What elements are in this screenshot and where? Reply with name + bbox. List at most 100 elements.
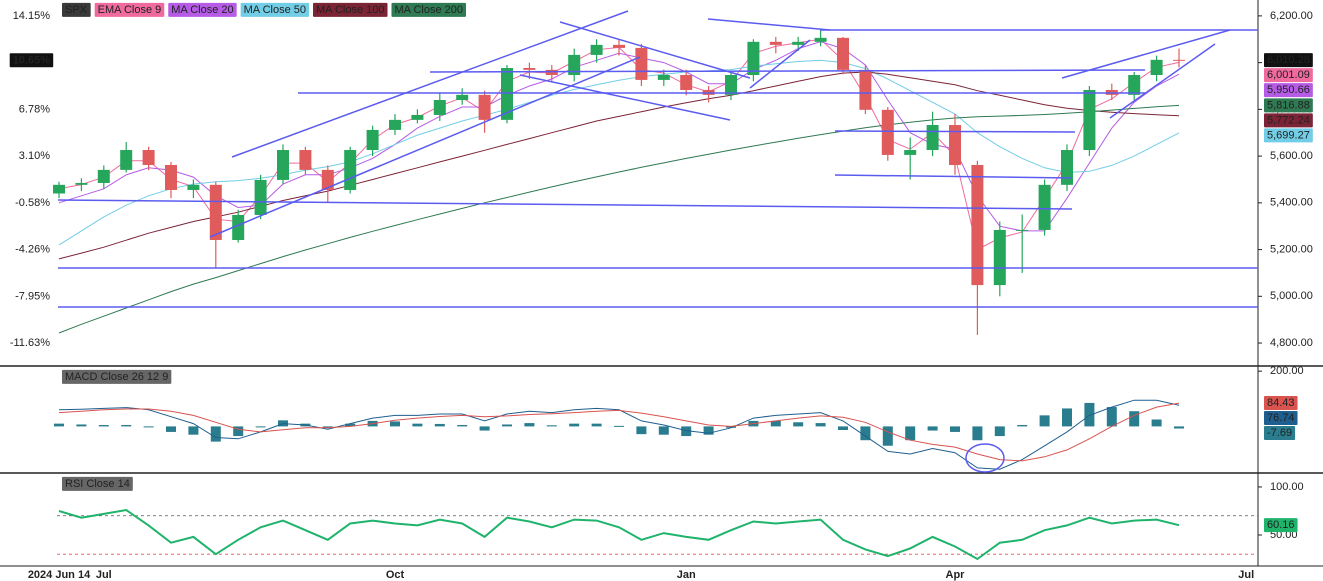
candle-body	[277, 150, 289, 180]
x-tick-label: Jan	[677, 569, 696, 581]
histogram-bar	[1062, 408, 1072, 427]
histogram-bar	[1017, 425, 1028, 427]
trendline	[429, 69, 1146, 73]
candle-body	[859, 69, 872, 110]
histogram-bar	[1174, 426, 1184, 429]
highlight-circle	[965, 443, 1005, 473]
histogram-bar	[703, 426, 714, 435]
histogram-bar	[121, 425, 132, 427]
y2-tick-label: 6.78%	[19, 103, 50, 115]
last-price-label-bg	[1264, 53, 1313, 68]
histogram-bar	[681, 426, 692, 437]
histogram-bar	[502, 424, 512, 427]
candle-body	[97, 169, 110, 183]
y2-tick-label: -4.26%	[15, 243, 50, 255]
trendline	[1109, 43, 1216, 119]
series-line	[58, 59, 1180, 246]
y2-tick-label: -11.63%	[10, 337, 50, 349]
candle-body	[545, 69, 558, 76]
candle-body	[1173, 59, 1185, 61]
candle-body	[53, 184, 65, 194]
candle-body	[1016, 229, 1029, 231]
histogram-bar	[770, 420, 781, 427]
histogram-bar	[950, 426, 960, 432]
histogram-bar	[457, 425, 468, 427]
candle-body	[1150, 59, 1163, 76]
histogram-bar	[98, 425, 109, 427]
histogram-bar	[188, 426, 199, 435]
histogram-bar	[1151, 419, 1162, 427]
series-line	[58, 508, 1180, 561]
last-price-label-bg	[1264, 113, 1313, 128]
legend-entry-bg	[62, 2, 91, 17]
y-tick-label: 6,200.00	[1270, 10, 1313, 22]
candle-body	[725, 75, 737, 95]
series-line	[58, 399, 1180, 470]
histogram-bar	[76, 424, 87, 427]
candle-body	[456, 94, 469, 101]
candle-body	[680, 75, 693, 90]
x-tick-label: Jul	[1238, 569, 1254, 581]
legend-entry: MA Close 100	[316, 4, 384, 16]
last-price-label-bg	[1264, 68, 1313, 83]
series-line	[58, 71, 1180, 260]
y-tick-label: 5,600.00	[1270, 150, 1313, 162]
histogram-bar	[546, 425, 557, 427]
histogram-bar	[255, 426, 266, 428]
y2-tick-label: -7.95%	[15, 290, 50, 302]
x-tick-label: Jul	[96, 569, 112, 581]
y-tick-label: 100.00	[1270, 481, 1304, 493]
histogram-bar	[658, 426, 669, 435]
candle-body	[814, 37, 827, 42]
last-price-label: 5,699.27	[1267, 129, 1310, 141]
candle-body	[949, 125, 961, 165]
x-tick-label: 2024 Jun 14	[28, 569, 91, 581]
histogram-bar	[479, 426, 490, 431]
candle-body	[1128, 75, 1141, 95]
pane-title-bg	[62, 476, 133, 491]
legend-entry: MA Close 20	[171, 4, 233, 16]
trendline	[559, 21, 751, 79]
histogram-bar	[838, 426, 848, 430]
histogram-bar	[166, 426, 176, 432]
candle-body	[1038, 184, 1051, 230]
series-line	[58, 402, 1180, 462]
candle-body	[1083, 89, 1096, 151]
trendline	[749, 39, 811, 89]
trendline	[209, 56, 641, 238]
histogram-bar	[1084, 402, 1095, 427]
legend-entry-bg	[313, 2, 388, 17]
last-price-label-bg	[1264, 83, 1313, 98]
histogram-bar	[143, 426, 154, 428]
last-price-label: 6,010.28	[1267, 54, 1310, 66]
candle-body	[568, 54, 581, 76]
y2-tick-label: -0.58%	[15, 197, 50, 209]
legend-entry: MA Close 50	[244, 4, 306, 16]
candle-body	[209, 184, 222, 240]
candle-body	[366, 129, 379, 151]
candle-body	[411, 114, 424, 120]
candle-body	[792, 41, 805, 45]
histogram-bar	[322, 426, 333, 428]
trendline	[1061, 29, 1231, 79]
candle-body	[321, 169, 334, 190]
histogram-bar	[614, 425, 624, 427]
histogram-bar	[210, 426, 221, 442]
last-value-label-bg	[1264, 425, 1296, 440]
candle-body	[344, 150, 357, 190]
candle-body	[837, 37, 849, 70]
candle-body	[187, 184, 200, 190]
candle-body	[523, 67, 536, 70]
legend-entry: EMA Close 9	[98, 4, 162, 16]
y-tick-label: 5,200.00	[1270, 243, 1313, 255]
y-tick-label: 5,000.00	[1270, 290, 1313, 302]
histogram-bar	[793, 422, 804, 427]
histogram-bar	[591, 423, 602, 427]
trendline	[57, 199, 1073, 210]
last-value-label: 76.74	[1267, 412, 1295, 424]
legend-entry: SPX	[65, 4, 88, 16]
last-price-label: 5,950.66	[1267, 84, 1310, 96]
legend-entry-bg	[168, 2, 237, 17]
histogram-bar	[434, 423, 445, 427]
legend-entry-bg	[240, 2, 310, 17]
